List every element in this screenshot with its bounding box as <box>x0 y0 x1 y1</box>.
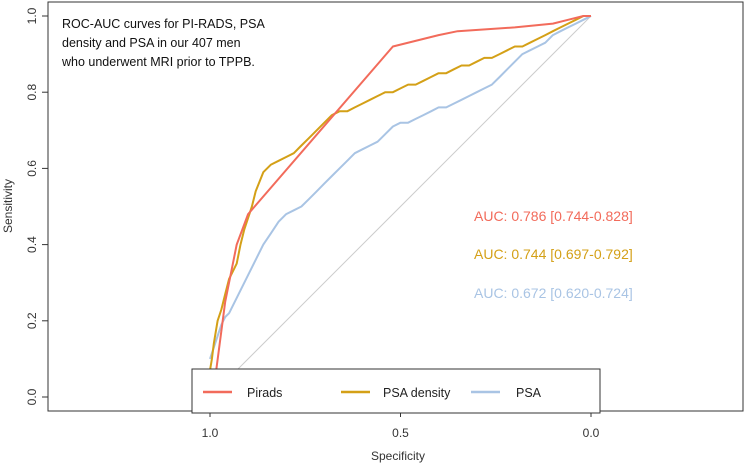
annotation-line-1: ROC-AUC curves for PI-RADS, PSA <box>62 17 265 31</box>
y-tick-label-0-0: 0.0 <box>25 388 39 405</box>
auc-label-psa-density: AUC: 0.744 [0.697-0.792] <box>474 246 633 262</box>
series-line-pirads <box>212 15 591 398</box>
auc-label-psa: AUC: 0.672 [0.620-0.724] <box>474 285 633 301</box>
series-line-psa-density <box>209 15 591 371</box>
x-tick-label-1-0: 1.0 <box>202 426 219 440</box>
auc-label-pirads: AUC: 0.786 [0.744-0.828] <box>474 208 633 224</box>
y-tick-label-1-0: 1.0 <box>25 7 39 24</box>
legend-label-psa-density: PSA density <box>383 386 451 400</box>
y-tick-label-0-2: 0.2 <box>25 312 39 329</box>
y-tick-label-0-8: 0.8 <box>25 84 39 101</box>
series-layer <box>209 15 592 398</box>
x-tick-label-0-5: 0.5 <box>392 426 409 440</box>
reference-diagonal <box>209 15 592 398</box>
y-axis-title: Sensitivity <box>1 179 15 233</box>
legend-label-psa: PSA <box>516 386 542 400</box>
legend: Pirads PSA density PSA <box>191 368 601 414</box>
y-tick-label-0-6: 0.6 <box>25 160 39 177</box>
axis-layer: 1.0 0.5 0.0 0.0 0.2 0.4 0.6 0.8 1.0 <box>25 7 600 440</box>
reference-layer <box>209 15 592 398</box>
annotation-block: ROC-AUC curves for PI-RADS, PSA density … <box>61 17 265 69</box>
x-axis-title: Specificity <box>371 449 425 463</box>
x-tick-label-0-0: 0.0 <box>583 426 600 440</box>
legend-box <box>191 368 601 414</box>
y-tick-label-0-4: 0.4 <box>25 236 39 253</box>
series-line-psa <box>209 15 592 360</box>
annotation-line-3: who underwent MRI prior to TPPB. <box>61 55 255 69</box>
annotation-line-2: density and PSA in our 407 men <box>62 36 241 50</box>
legend-label-pirads: Pirads <box>247 386 282 400</box>
